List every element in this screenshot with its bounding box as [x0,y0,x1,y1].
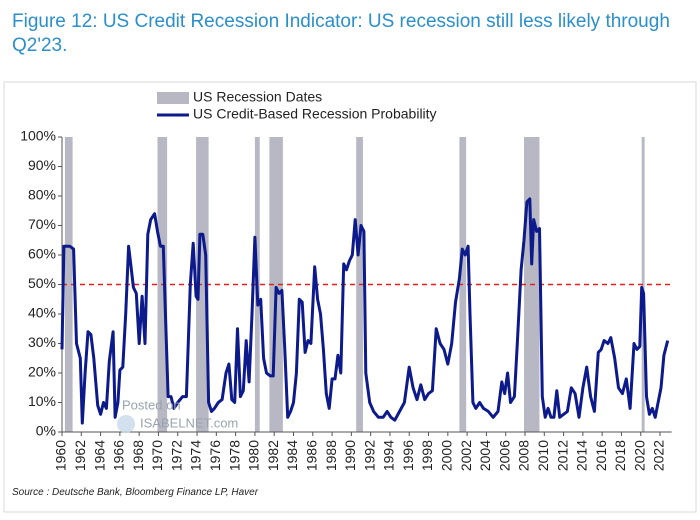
y-tick-label: 100% [20,128,56,144]
x-tick-label: 1970 [149,440,165,471]
x-tick-label: 1964 [91,440,107,471]
x-tick-label: 1992 [361,440,377,471]
legend-label: US Credit-Based Recession Probability [193,106,437,122]
y-tick-label: 40% [28,305,56,321]
x-tick-label: 2002 [458,440,474,471]
x-tick-label: 1990 [342,440,358,471]
x-tick-label: 1960 [53,440,69,471]
y-tick-label: 80% [28,187,56,203]
x-tick-label: 2008 [516,440,532,471]
x-tick-label: 2006 [496,440,512,471]
x-tick-label: 2022 [651,440,667,471]
source: Source : Deutsche Bank, Bloomberg Financ… [12,487,259,498]
watermark-logo [117,415,135,433]
x-tick-label: 1972 [168,440,184,471]
x-tick-label: 1962 [72,440,88,471]
y-tick-label: 0% [36,423,56,439]
y-tick-label: 30% [28,334,56,350]
x-tick-label: 1988 [323,440,339,471]
legend-swatch [157,92,189,104]
x-tick-label: 1994 [381,440,397,471]
recession-band [641,137,645,432]
x-tick-label: 1978 [226,440,242,471]
x-tick-label: 1966 [111,440,127,471]
recession-band [196,137,209,432]
watermark: Posted on [122,397,181,412]
x-tick-label: 1982 [265,440,281,471]
x-tick-label: 1998 [419,440,435,471]
chart-title: Figure 12: US Credit Recession Indicator… [12,11,670,56]
y-tick-label: 70% [28,216,56,232]
x-tick-label: 1974 [188,440,204,471]
x-tick-label: 2012 [554,440,570,471]
x-tick-label: 2000 [439,440,455,471]
x-tick-label: 2004 [477,440,493,471]
y-tick-label: 50% [28,275,56,291]
y-tick-label: 20% [28,364,56,380]
x-tick-label: 2016 [593,440,609,471]
x-tick-label: 2020 [631,440,647,471]
x-tick-label: 1984 [284,440,300,471]
legend-label: US Recession Dates [193,89,322,105]
series-line [60,197,670,425]
x-tick-label: 1986 [303,440,319,471]
recession-band [64,137,73,432]
x-tick-label: 1996 [400,440,416,471]
x-tick-label: 1976 [207,440,223,471]
frame [3,81,697,513]
watermark: ISABELNET.com [140,415,238,430]
y-tick-label: 90% [28,157,56,173]
y-tick-label: 60% [28,246,56,262]
y-tick-label: 10% [28,393,56,409]
x-tick-label: 1980 [246,440,262,471]
x-tick-label: 2014 [574,440,590,471]
x-tick-label: 2018 [612,440,628,471]
x-tick-label: 1968 [130,440,146,471]
x-tick-label: 2010 [535,440,551,471]
